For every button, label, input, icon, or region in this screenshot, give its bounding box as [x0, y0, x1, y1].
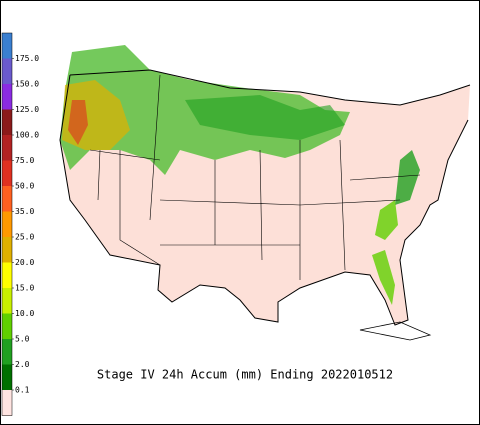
- precip-band: [185, 95, 345, 140]
- colorbar-swatch: [2, 211, 12, 238]
- colorbar-label: 50.0: [15, 182, 34, 191]
- map-area: [59, 45, 471, 341]
- colorbar-swatch: [2, 262, 12, 289]
- colorbar-label: 20.0: [15, 258, 34, 267]
- colorbar-swatch: [2, 160, 12, 187]
- cuba: [359, 321, 432, 341]
- precip-core: [68, 100, 88, 145]
- colorbar-label: 35.0: [15, 207, 34, 216]
- colorbar-label: 150.0: [15, 80, 39, 89]
- colorbar-swatch: [2, 135, 12, 161]
- colorbar-swatch: [2, 237, 12, 263]
- colorbar-border: [1, 32, 13, 416]
- precip-southeast: [375, 200, 398, 240]
- colorbar-swatch: [2, 84, 12, 110]
- colorbar-swatch: [2, 109, 12, 136]
- coastline: [59, 69, 471, 326]
- colorbar-swatch: [2, 58, 12, 85]
- colorbar-label: 2.0: [15, 360, 30, 369]
- colorbar-swatch: [2, 364, 12, 391]
- colorbar-swatch: [2, 186, 12, 212]
- colorbar-label: 0.1: [15, 386, 30, 395]
- colorbar-label: 15.0: [15, 284, 34, 293]
- map-title: Stage IV 24h Accum (mm) Ending 202201051…: [97, 368, 393, 382]
- colorbar-swatch: [2, 313, 12, 340]
- colorbar: 175.0 150.0 125.0 100.0 75.0 50.0 35.0 25.0 20.0…: [1, 32, 39, 416]
- precip-east: [395, 150, 420, 205]
- colorbar-label: 75.0: [15, 156, 34, 165]
- colorbar-swatch: [2, 339, 12, 365]
- colorbar-label: 25.0: [15, 233, 34, 242]
- colorbar-swatch: [2, 390, 12, 416]
- colorbar-label: 10.0: [15, 309, 34, 318]
- colorbar-label: 125.0: [15, 105, 39, 114]
- state-borders: [89, 74, 421, 280]
- colorbar-label: 175.0: [15, 54, 39, 63]
- precip-florida: [372, 250, 395, 305]
- colorbar-swatch: [2, 288, 12, 314]
- colorbar-label: 5.0: [15, 335, 30, 344]
- colorbar-swatch: [2, 33, 12, 59]
- colorbar-label: 100.0: [15, 131, 39, 140]
